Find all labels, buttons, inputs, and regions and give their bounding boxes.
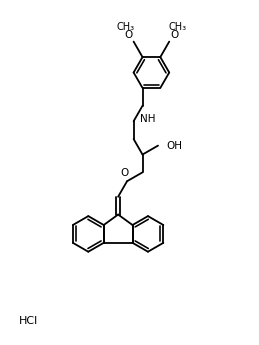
Text: OH: OH [166, 141, 182, 151]
Text: O: O [170, 30, 178, 40]
Text: CH₃: CH₃ [168, 22, 186, 32]
Text: NH: NH [140, 114, 155, 124]
Text: O: O [120, 168, 128, 178]
Text: CH₃: CH₃ [117, 22, 135, 32]
Text: HCl: HCl [19, 316, 38, 326]
Text: O: O [124, 30, 133, 40]
